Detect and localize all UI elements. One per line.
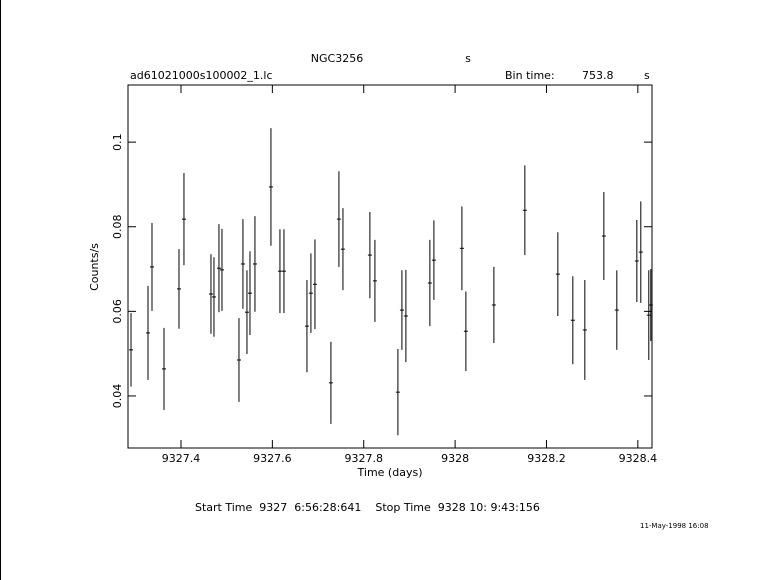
bin-time-unit: s bbox=[644, 69, 650, 82]
x-tick-label: 9328.2 bbox=[527, 452, 566, 465]
title-unit: s bbox=[465, 52, 471, 65]
y-axis-label: Counts/s bbox=[88, 243, 101, 291]
x-tick-label: 9328.4 bbox=[619, 452, 658, 465]
bin-time-label: Bin time: bbox=[505, 69, 555, 82]
x-tick-label: 9328 bbox=[441, 452, 469, 465]
y-tick-label: 0.08 bbox=[111, 214, 124, 239]
plot-frame bbox=[127, 84, 653, 449]
subtitle: ad61021000s100002_1.lc bbox=[130, 69, 273, 82]
footer: Start Time 9327 6:56:28:641 Stop Time 93… bbox=[195, 501, 540, 514]
timestamp: 11-May-1998 16:08 bbox=[640, 522, 709, 530]
x-tick-label: 9327.6 bbox=[253, 452, 292, 465]
y-tick-label: 0.06 bbox=[111, 299, 124, 324]
x-axis-label: Time (days) bbox=[357, 466, 423, 479]
chart-title: NGC3256 bbox=[311, 52, 363, 65]
y-tick-label: 0.1 bbox=[111, 133, 124, 151]
bin-time: 753.8 bbox=[582, 69, 614, 82]
x-tick-label: 9327.8 bbox=[344, 452, 383, 465]
y-tick-label: 0.04 bbox=[111, 384, 124, 409]
x-tick-label: 9327.4 bbox=[162, 452, 201, 465]
